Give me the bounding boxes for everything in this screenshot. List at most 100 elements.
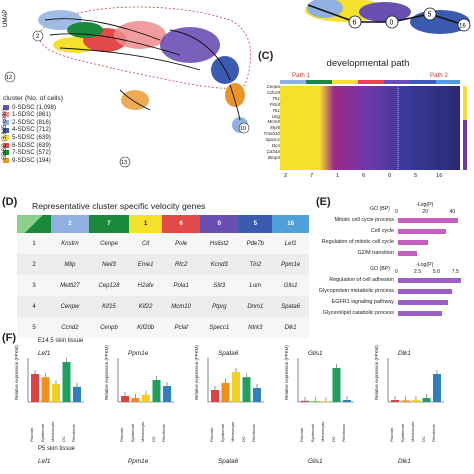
table-header-cell: 7 [88, 215, 130, 233]
table-cell: Ntrk3 [238, 317, 273, 338]
expression-bar [131, 398, 140, 402]
expression-bar [73, 386, 81, 402]
cluster-number: 10 [240, 126, 246, 132]
table-cell: Kcnd3 [200, 254, 239, 275]
legend-item: 9-SDSC (194) [3, 157, 63, 165]
go-tick: 2.5 [413, 269, 422, 275]
table-cell: Mettl27 [51, 275, 89, 296]
table-cell: Mlip [51, 254, 89, 275]
legend-swatch [3, 150, 9, 156]
go-bar [398, 229, 446, 234]
gene-chart-title: Glis1 [308, 350, 323, 357]
expression-bar [343, 400, 351, 402]
gene-label: Cd34a [266, 148, 280, 154]
legend-title: cluster (No. of cells) [3, 95, 64, 102]
table-cell: Glis1 [272, 275, 309, 296]
expression-bar [422, 398, 431, 402]
expression-bar [433, 374, 441, 402]
expression-bar [41, 377, 50, 402]
legend-swatch [3, 142, 9, 148]
legend-label: 0-SDSC (1,098) [12, 103, 57, 111]
chart-category: Placode [389, 427, 394, 442]
legend-swatch [3, 127, 9, 133]
expression-bar [242, 377, 251, 402]
legend-item: 0-SDSC (1,098) [3, 104, 63, 112]
chart-ylabel: Relative expression (FPKM) [194, 345, 199, 400]
path-node: 0 [390, 20, 394, 27]
expression-bar [52, 384, 60, 402]
go-tick: 7.5 [451, 269, 459, 275]
gene-chart-title-p5: Spata6 [218, 458, 239, 465]
chart-category: Epidermal [399, 423, 405, 442]
table-cell: Mcm10 [162, 296, 201, 317]
gene-label: Bmp4 [267, 154, 280, 160]
gene-label: Ung [271, 113, 280, 119]
chart-category: Fibroblast [71, 424, 76, 442]
table-header-cell: 5 [238, 215, 273, 233]
legend-swatch [3, 135, 9, 141]
legend-item: 5-SDSC (639) [3, 134, 63, 142]
legend-item: 6-SDSC (639) [3, 142, 63, 150]
chart-ylabel: Relative expression (FPKM) [14, 345, 19, 400]
chart-category: Fibroblast [251, 424, 256, 442]
gene-chart-title-p5: Lef1 [38, 458, 51, 465]
table-header-cell: 2 [51, 215, 89, 233]
heatmap-x-label: 0 [388, 173, 392, 179]
table-cell: Slit3 [200, 275, 239, 296]
chart-category: Placode [299, 427, 304, 442]
go-logp-label: -Log(P) [416, 262, 434, 268]
table-cell: Eme1 [129, 254, 163, 275]
go-term: Mitotic cell cycle process [334, 217, 394, 223]
path2-label: Path 2 [430, 72, 448, 79]
table-row-index: 5 [17, 317, 51, 338]
legend-label: 9-SDSC (194) [12, 156, 51, 164]
path-node: 5 [428, 12, 432, 19]
expression-bar [301, 400, 309, 402]
expression-bar [163, 386, 171, 402]
table-cell: Spata6 [272, 296, 309, 317]
table-cell: Pde7b [238, 233, 273, 254]
go-term: Regulation of cell adhesion [329, 277, 394, 283]
gene-label: Sparc1 [265, 137, 280, 143]
chart-category: DC [240, 436, 246, 442]
gene-label: Myl6 [270, 125, 280, 131]
expression-bar [253, 388, 261, 402]
go-term: Glycoprotein metabolic process [318, 288, 394, 294]
panel-letter-c: (C) [258, 50, 274, 62]
path-node: 16 [459, 24, 466, 30]
table-cell: Pclaf [162, 317, 201, 338]
expression-bar-chart [207, 358, 264, 403]
expression-bar-chart [297, 358, 354, 403]
table-cell: Cenpb [88, 317, 130, 338]
table-header-cell: 16 [272, 215, 309, 233]
legend-item: 7-SDSC (572) [3, 149, 63, 157]
chart-category: DC [60, 436, 66, 442]
legend-item: 4-SDSC (712) [3, 126, 63, 134]
chart-category: Fibroblast [431, 424, 436, 442]
umap-plot: UMAP 2 12 10 13 6 0 5 16 [3, 0, 471, 168]
table-row-index: 1 [17, 233, 51, 254]
table-row-index: 4 [17, 296, 51, 317]
panel-letter-e: (E) [316, 196, 331, 208]
heatmap-x-label: 5 [414, 173, 418, 179]
chart-ylabel: Relative expression (FPKM) [284, 345, 289, 400]
gene-chart-title-p5: Glis1 [308, 458, 323, 465]
table-header-cell: 6 [162, 215, 201, 233]
p5-title: P5 skin tissue [38, 446, 76, 452]
expression-bar [211, 390, 219, 402]
go-term: G2/M transition [357, 250, 394, 256]
umap-axis-label: UMAP [3, 10, 9, 27]
expression-bar [401, 400, 410, 402]
table-cell: Tln2 [238, 254, 273, 275]
heatmap-gene-list: Cenpa Cdc20 Tk1 Pclaf Tk1 Ung Mcm5 Myl6 Tmsb10 Sp… [262, 84, 280, 161]
chart-category: Placode [209, 427, 214, 442]
table-cell: Dlk1 [272, 317, 309, 338]
heatmap-x-label: 1 [336, 173, 340, 179]
panel-letter-d: (D) [2, 196, 18, 208]
table-cell: Kif22 [129, 296, 163, 317]
gene-label: Pclaf [269, 101, 280, 107]
table-cell: Knstrn [51, 233, 89, 254]
legend-swatch [3, 104, 9, 110]
table-cell: Pole [162, 233, 201, 254]
chart-category: Melanocyte [230, 421, 235, 442]
